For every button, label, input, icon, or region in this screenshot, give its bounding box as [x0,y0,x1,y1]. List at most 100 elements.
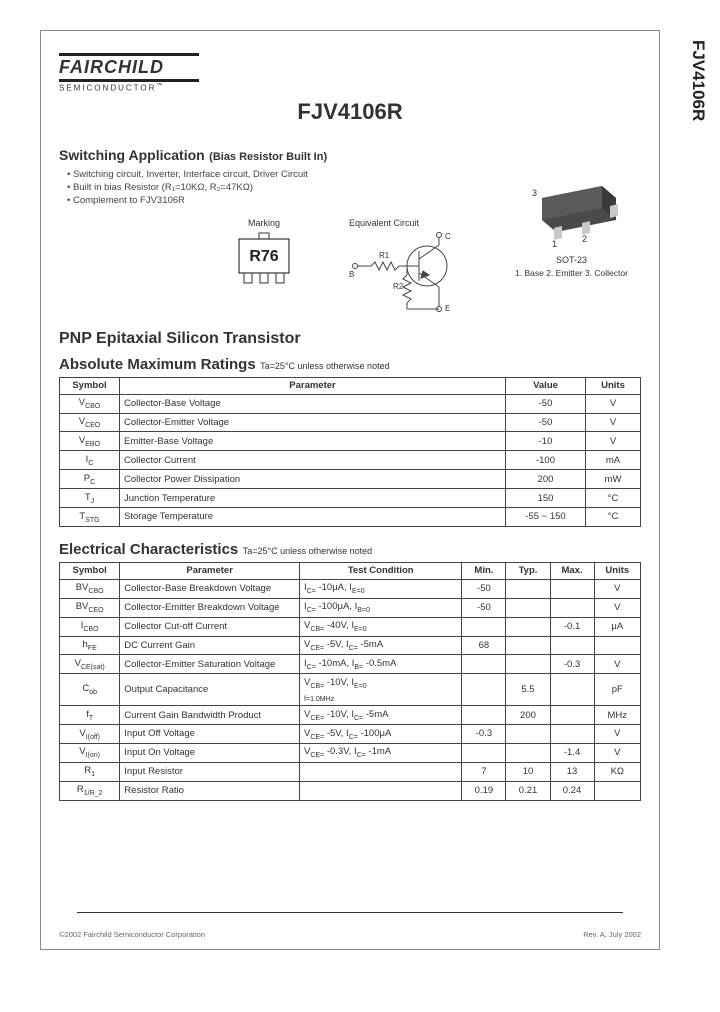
table-row: TSTGStorage Temperature-55 ~ 150°C [60,508,641,527]
table-cell: 5.5 [506,674,550,706]
table-cell: 200 [506,706,550,725]
table-cell: IC= -100μA, IB=0 [300,598,462,617]
table-cell: Collector Power Dissipation [120,470,506,489]
table-cell: 7 [462,762,506,781]
table-cell [506,655,550,674]
table-cell: VCE= -10V, IC= -5mA [300,706,462,725]
table-cell: 68 [462,636,506,655]
table-row: BVCBOCollector-Base Breakdown VoltageIC=… [60,579,641,598]
package-name: SOT-23 [514,255,629,265]
table-cell [462,674,506,706]
table-cell: °C [586,489,641,508]
table-cell: -50 [462,598,506,617]
svg-text:R2: R2 [393,282,404,291]
table-row: R1Input Resistor71013KΩ [60,762,641,781]
table-header: Units [586,377,641,394]
table-cell: V [594,598,640,617]
table-row: ICCollector Current-100mA [60,451,641,470]
electrical-heading: Electrical Characteristics Ta=25°C unles… [59,541,641,559]
table-header: Symbol [60,562,120,579]
table-cell: mW [586,470,641,489]
table-cell: 0.24 [550,781,594,800]
table-cell [594,781,640,800]
svg-text:R1: R1 [379,251,390,260]
table-cell: -1.4 [550,743,594,762]
table-cell: hFE [60,636,120,655]
table-cell: BVCEO [60,598,120,617]
table-cell: V [586,413,641,432]
table-cell: Resistor Ratio [120,781,300,800]
table-cell: -10 [506,432,586,451]
table-cell: R1 [60,762,120,781]
table-cell: -50 [506,413,586,432]
equiv-label: Equivalent Circuit [349,218,489,228]
table-cell [300,762,462,781]
table-cell [550,725,594,744]
table-cell: V [586,432,641,451]
table-cell: Collector-Base Breakdown Voltage [120,579,300,598]
table-cell: VCE= -0.3V, IC= -1mA [300,743,462,762]
table-cell: Collector Cut-off Current [120,617,300,636]
table-cell [594,636,640,655]
table-cell: IC [60,451,120,470]
table-header: Units [594,562,640,579]
table-header: Typ. [506,562,550,579]
datasheet-page: FAIRCHILD SEMICONDUCTOR™ FJV4106R Switch… [40,30,660,950]
table-cell: mA [586,451,641,470]
table-cell: Input Resistor [120,762,300,781]
table-row: TJJunction Temperature150°C [60,489,641,508]
logo-subtext: SEMICONDUCTOR™ [59,83,641,93]
switching-subtitle: (Bias Resistor Built In) [209,151,327,163]
table-cell [506,636,550,655]
table-header: Parameter [120,377,506,394]
table-cell: pF [594,674,640,706]
fairchild-logo: FAIRCHILD SEMICONDUCTOR™ [59,53,641,93]
table-cell: 10 [506,762,550,781]
table-cell: VI(off) [60,725,120,744]
table-cell: ICBO [60,617,120,636]
table-cell [462,743,506,762]
table-cell: MHz [594,706,640,725]
table-row: VCE(sat)Collector-Emitter Saturation Vol… [60,655,641,674]
table-cell: Input On Voltage [120,743,300,762]
table-cell: VCB= -40V, IE=0 [300,617,462,636]
table-cell [506,579,550,598]
table-header: Parameter [120,562,300,579]
table-cell: IC= -10μA, IE=0 [300,579,462,598]
svg-text:2: 2 [582,234,587,244]
table-row: VEBOEmitter-Base Voltage-10V [60,432,641,451]
table-cell [462,617,506,636]
table-cell: VCB= -10V, IE=0f=1.0MHz [300,674,462,706]
table-cell: IC= -10mA, IB= -0.5mA [300,655,462,674]
table-cell: Collector Current [120,451,506,470]
table-cell: TSTG [60,508,120,527]
table-cell: DC Current Gain [120,636,300,655]
table-row: VI(off)Input Off VoltageVCE= -5V, IC= -1… [60,725,641,744]
table-cell [550,636,594,655]
table-cell: VI(on) [60,743,120,762]
transistor-type: PNP Epitaxial Silicon Transistor [59,330,641,348]
table-row: VCBOCollector-Base Voltage-50V [60,394,641,413]
table-cell: Output Capacitance [120,674,300,706]
table-cell: Collector-Emitter Breakdown Voltage [120,598,300,617]
table-cell: KΩ [594,762,640,781]
svg-text:B: B [349,270,354,279]
table-cell: 150 [506,489,586,508]
table-cell: V [594,743,640,762]
table-row: fTCurrent Gain Bandwidth ProductVCE= -10… [60,706,641,725]
table-cell [462,706,506,725]
table-cell: Collector-Base Voltage [120,394,506,413]
table-cell: °C [586,508,641,527]
table-cell: Junction Temperature [120,489,506,508]
table-row: VI(on)Input On VoltageVCE= -0.3V, IC= -1… [60,743,641,762]
table-cell: VCEO [60,413,120,432]
table-header: Symbol [60,377,120,394]
footer-revision: Rev. A, July 2002 [583,930,641,939]
table-cell: fT [60,706,120,725]
marking-code: R76 [249,248,278,265]
table-cell: Collector-Emitter Saturation Voltage [120,655,300,674]
electrical-table: SymbolParameterTest ConditionMin.Typ.Max… [59,562,641,801]
table-cell [550,706,594,725]
part-number-title: FJV4106R [59,99,641,125]
page-footer: ©2002 Fairchild Semiconductor Corporatio… [59,930,641,939]
